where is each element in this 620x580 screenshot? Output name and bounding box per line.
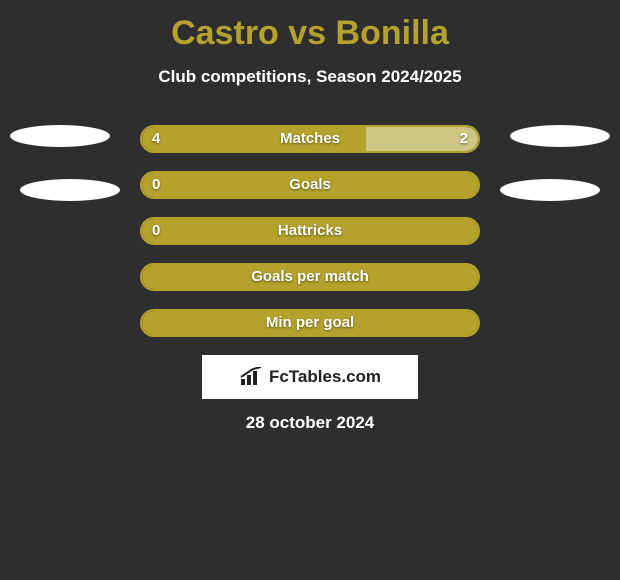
- bar-fill-left: [142, 219, 478, 243]
- page-title: Castro vs Bonilla: [0, 14, 620, 53]
- player-left-platform-top: [10, 125, 110, 147]
- bar-row: Matches42: [140, 125, 480, 153]
- logo-text: FcTables.com: [269, 367, 381, 387]
- subtitle: Club competitions, Season 2024/2025: [0, 67, 620, 87]
- player-right-platform-mid: [500, 179, 600, 201]
- bar-fill-left: [142, 173, 478, 197]
- date: 28 october 2024: [0, 413, 620, 433]
- bar-track: [140, 309, 480, 337]
- logo-box: FcTables.com: [202, 355, 418, 399]
- bar-row: Min per goal: [140, 309, 480, 337]
- bar-fill-left: [142, 311, 478, 335]
- comparison-card: Castro vs Bonilla Club competitions, Sea…: [0, 0, 620, 433]
- bar-fill-right: [366, 127, 478, 151]
- bar-row: Goals0: [140, 171, 480, 199]
- player-right-platform-top: [510, 125, 610, 147]
- bar-track: [140, 217, 480, 245]
- bar-track: [140, 125, 480, 153]
- chart-area: Matches42 Goals0 Hattricks0 Goals per match…: [0, 125, 620, 337]
- bar-track: [140, 171, 480, 199]
- player-left-platform-mid: [20, 179, 120, 201]
- bars-list: Matches42 Goals0 Hattricks0 Goals per match…: [140, 125, 480, 337]
- bar-fill-left: [142, 127, 366, 151]
- bar-fill-left: [142, 265, 478, 289]
- chart-icon: [239, 367, 265, 387]
- bar-row: Goals per match: [140, 263, 480, 291]
- bar-row: Hattricks0: [140, 217, 480, 245]
- bar-track: [140, 263, 480, 291]
